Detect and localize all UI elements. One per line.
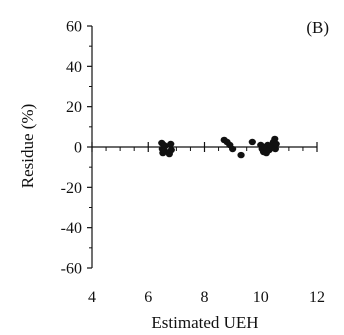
data-markers xyxy=(158,135,280,159)
y-tick-label: 0 xyxy=(74,140,82,157)
y-tick-label: 60 xyxy=(66,19,82,36)
y-tick-label: -20 xyxy=(61,180,82,197)
y-tick-label: -40 xyxy=(61,220,82,237)
x-tick-label: 10 xyxy=(253,289,269,306)
data-point xyxy=(167,146,175,154)
tick-labels: 60 40 20 0 -20 -40 -60 4 6 8 10 12 xyxy=(61,19,325,307)
data-point xyxy=(272,140,280,148)
data-point xyxy=(167,140,175,148)
data-point xyxy=(271,145,279,153)
y-tick-label: -60 xyxy=(61,261,82,278)
x-tick-label: 12 xyxy=(309,289,325,306)
data-point xyxy=(248,138,256,146)
y-tick-label: 20 xyxy=(66,99,82,116)
panel-label: (B) xyxy=(306,18,329,37)
y-axis-title: Residue (%) xyxy=(18,104,37,189)
data-point xyxy=(161,142,169,150)
x-tick-label: 8 xyxy=(201,289,209,306)
axes xyxy=(87,25,318,269)
x-axis-title: Estimated UEH xyxy=(151,313,258,332)
data-point xyxy=(237,151,245,159)
x-tick-label: 4 xyxy=(88,289,96,306)
data-point xyxy=(229,145,237,153)
y-tick-label: 40 xyxy=(66,59,82,76)
data-point xyxy=(271,135,279,143)
x-tick-label: 6 xyxy=(144,289,152,306)
